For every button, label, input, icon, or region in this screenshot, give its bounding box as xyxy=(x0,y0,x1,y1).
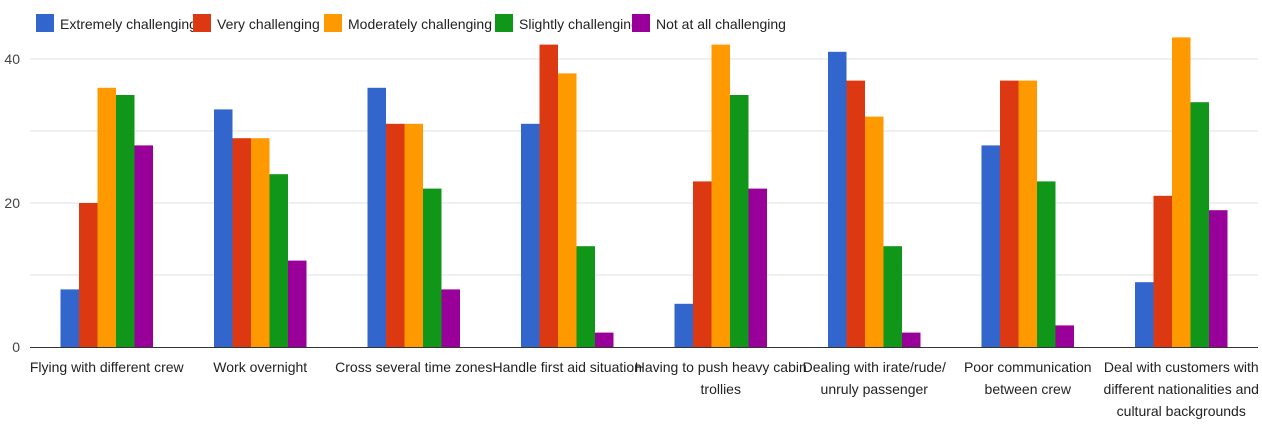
legend-swatch xyxy=(193,14,211,32)
bar xyxy=(1190,102,1209,347)
bar xyxy=(232,138,251,347)
bar xyxy=(269,174,288,347)
bar xyxy=(367,87,386,348)
legend-item: Moderately challenging xyxy=(324,14,492,32)
x-axis-labels: Flying with different crew Work overnight… xyxy=(30,359,1259,419)
x-category-label: Deal with customers with different nation… xyxy=(1104,359,1259,419)
x-category-label: Flying with different crew xyxy=(30,359,185,375)
bar xyxy=(134,145,153,347)
bar xyxy=(441,289,460,347)
x-category-label: Having to push heavy cabin trollies xyxy=(635,359,807,397)
legend-swatch xyxy=(36,14,54,32)
legend-item: Not at all challenging xyxy=(632,14,786,32)
bar xyxy=(1018,80,1037,347)
legend-swatch xyxy=(324,14,342,32)
bar xyxy=(1037,181,1056,347)
bar xyxy=(386,123,405,347)
legend-swatch xyxy=(632,14,650,32)
legend-item: Very challenging xyxy=(193,14,320,32)
legend-label: Extremely challenging xyxy=(60,16,197,32)
bar xyxy=(865,116,884,347)
legend-label: Not at all challenging xyxy=(656,16,786,32)
bar xyxy=(539,44,558,347)
bar xyxy=(423,188,442,347)
bar xyxy=(674,303,693,347)
x-category-label: Handle first aid situation xyxy=(493,359,642,375)
legend-item: Slightly challenging xyxy=(495,14,639,32)
bar xyxy=(748,188,767,347)
y-tick-label: 0 xyxy=(12,339,20,355)
bars xyxy=(60,37,1228,348)
legend-swatch xyxy=(495,14,513,32)
x-category-label: Cross several time zones xyxy=(335,359,492,375)
y-tick-label: 40 xyxy=(4,51,20,67)
bar xyxy=(214,109,233,348)
y-axis-ticks: 0 20 40 xyxy=(4,51,20,355)
bar xyxy=(883,246,902,347)
x-category-label: Work overnight xyxy=(213,359,307,375)
bar xyxy=(828,51,847,348)
bar xyxy=(116,95,135,347)
y-tick-label: 20 xyxy=(4,195,20,211)
bar xyxy=(97,87,116,348)
bar xyxy=(288,260,307,347)
legend-label: Very challenging xyxy=(217,16,320,32)
legend: Extremely challenging Very challenging Mod… xyxy=(36,14,786,32)
bar xyxy=(251,138,270,347)
x-category-label: Poor communication between crew xyxy=(964,359,1092,397)
bar xyxy=(558,73,577,348)
bar xyxy=(1135,282,1154,347)
legend-label: Moderately challenging xyxy=(348,16,492,32)
bar xyxy=(595,332,614,347)
bar xyxy=(1000,80,1019,347)
bar xyxy=(1055,325,1074,347)
bar xyxy=(693,181,712,347)
bar xyxy=(711,44,730,347)
bar xyxy=(981,145,1000,347)
bar xyxy=(404,123,423,347)
bar xyxy=(846,80,865,347)
legend-item: Extremely challenging xyxy=(36,14,197,32)
legend-label: Slightly challenging xyxy=(519,16,639,32)
x-category-label: Dealing with irate/rude/unruly passenger xyxy=(803,359,946,397)
bar xyxy=(79,203,98,347)
bar xyxy=(60,289,79,347)
bar xyxy=(730,95,749,347)
bar xyxy=(902,332,921,347)
bar xyxy=(1153,195,1172,347)
bar xyxy=(521,123,540,347)
bar xyxy=(1172,37,1191,348)
bar xyxy=(576,246,595,347)
bar xyxy=(1209,210,1228,347)
